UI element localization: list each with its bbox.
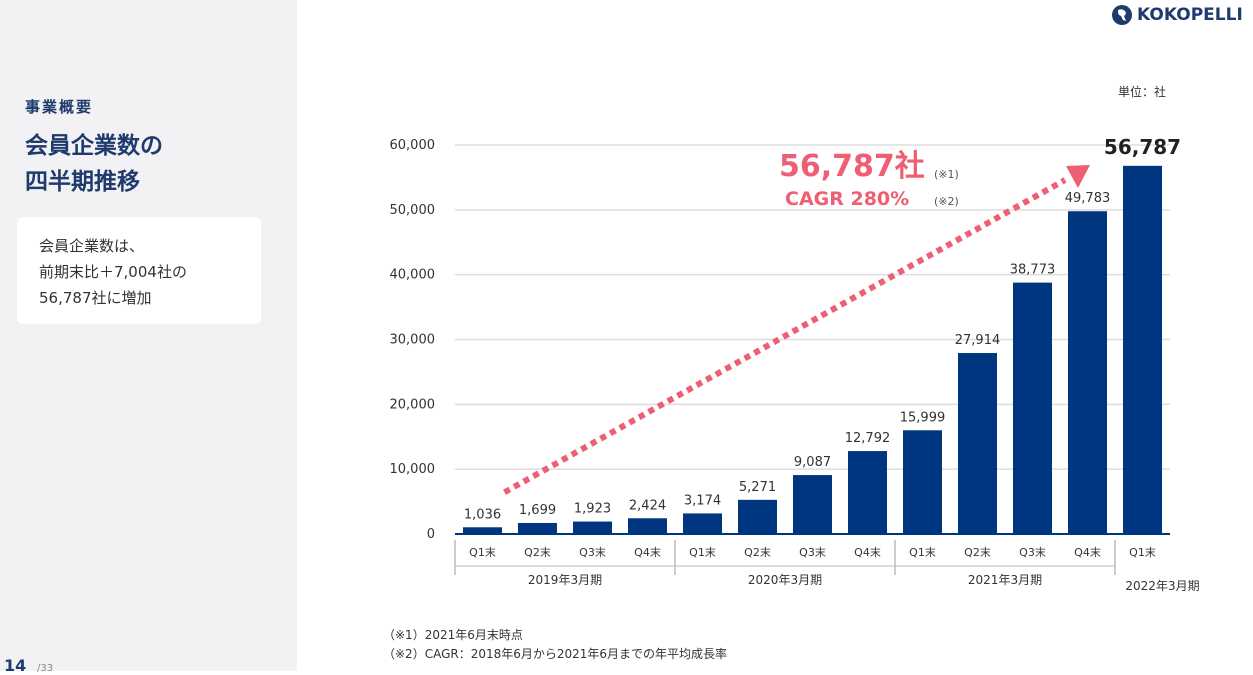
bar [518, 522, 557, 534]
x-tick-label: Q2末 [964, 545, 991, 559]
bar [628, 518, 667, 534]
summary-line2: 前期末比＋7,004社の [39, 263, 187, 281]
data-label: 38,773 [1010, 263, 1056, 278]
sidebar: 事業概要 会員企業数の 四半期推移 会員企業数は、 前期末比＋7,004社の 5… [0, 0, 297, 675]
page-title-line2: 四半期推移 [25, 169, 140, 195]
unit-label: 単位：社 [1118, 85, 1167, 99]
logo: KOKOPELLI [1111, 4, 1243, 26]
logo-text: KOKOPELLI [1137, 5, 1243, 25]
cagr-note: (※2) [934, 195, 959, 208]
x-tick-label: Q1末 [689, 545, 716, 559]
data-label: 27,914 [955, 333, 1001, 348]
data-label: 1,699 [519, 503, 556, 518]
headline-value: 56,787社 [779, 149, 925, 184]
data-label: 56,787 [1104, 135, 1181, 159]
data-label: 2,424 [629, 498, 666, 513]
headline-note: (※1) [934, 168, 959, 181]
bar [463, 527, 502, 534]
bar [793, 475, 832, 534]
x-tick-label: Q1末 [1129, 545, 1156, 559]
footnote-1: （※1）2021年6月末時点 [383, 628, 523, 642]
bar [1123, 165, 1162, 535]
group-label: 2021年3月期 [968, 573, 1042, 587]
x-tick-label: Q4末 [854, 545, 881, 559]
kokopelli-logo-icon [1112, 5, 1132, 25]
y-tick-label: 20,000 [390, 397, 436, 412]
data-label: 3,174 [684, 493, 721, 508]
page-number: 14 [4, 656, 27, 675]
summary-box: 会員企業数は、 前期末比＋7,004社の 56,787社に増加 [17, 217, 261, 324]
footnotes: （※1）2021年6月末時点 （※2）CAGR：2018年6月から2021年6月… [383, 626, 727, 664]
data-label: 5,271 [739, 480, 776, 495]
bar [1068, 211, 1107, 534]
member-count-chart: 0 10,000 20,000 30,000 40,000 50,000 60,000 1,0… [390, 135, 1200, 593]
growth-arrowhead [1066, 165, 1090, 188]
y-tick-label: 30,000 [390, 333, 436, 348]
y-tick-label: 10,000 [390, 462, 436, 477]
y-tick-label: 0 [427, 527, 435, 542]
page-title: 会員企業数の 四半期推移 [25, 128, 163, 200]
x-tick-label: Q4末 [634, 545, 661, 559]
x-tick-label: Q4末 [1074, 545, 1101, 559]
x-tick-label: Q3末 [799, 545, 826, 559]
data-label: 12,792 [845, 431, 891, 446]
cagr-value: CAGR 280% [785, 188, 909, 210]
footnote-2: （※2）CAGR：2018年6月から2021年6月までの年平均成長率 [383, 647, 728, 661]
bar [848, 451, 887, 534]
bar [903, 430, 942, 534]
x-tick-label: Q1末 [909, 545, 936, 559]
x-tick-label: Q1末 [469, 545, 496, 559]
y-tick-label: 40,000 [390, 268, 436, 283]
growth-arrow-line [503, 177, 1067, 495]
y-tick-label: 50,000 [390, 203, 436, 218]
bar [738, 499, 777, 534]
data-label: 1,923 [574, 502, 611, 517]
section-label: 事業概要 [25, 98, 94, 116]
data-label: 15,999 [900, 410, 946, 425]
data-label: 9,087 [794, 455, 831, 470]
data-label: 1,036 [464, 507, 501, 522]
page-total: /33 [37, 663, 54, 674]
group-label: 2022年3月期 [1125, 579, 1199, 593]
summary-line3: 56,787社に増加 [39, 289, 152, 307]
group-label: 2020年3月期 [748, 573, 822, 587]
group-label: 2019年3月期 [528, 573, 602, 587]
page-title-line1: 会員企業数の [25, 133, 163, 159]
bar [958, 353, 997, 534]
x-tick-label: Q3末 [579, 545, 606, 559]
bar [683, 513, 722, 534]
data-label: 49,783 [1065, 191, 1111, 206]
x-tick-label: Q2末 [744, 545, 771, 559]
bar [1013, 282, 1052, 534]
summary-line1: 会員企業数は、 [39, 237, 145, 255]
x-tick-label: Q2末 [524, 545, 551, 559]
bar [573, 521, 612, 534]
x-tick-label: Q3末 [1019, 545, 1046, 559]
y-tick-label: 60,000 [390, 138, 436, 153]
